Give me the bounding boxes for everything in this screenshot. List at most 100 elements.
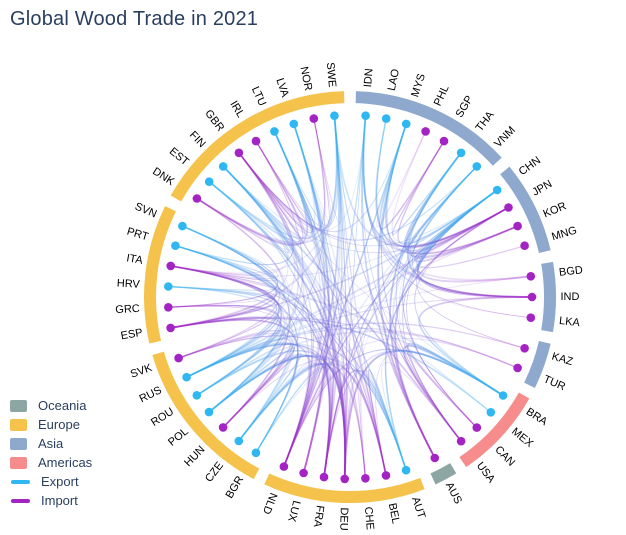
label-LUX: LUX [285,499,302,523]
label-BRA: BRA [524,406,550,429]
node-FIN[interactable] [218,162,228,171]
node-HRV[interactable] [164,282,173,291]
node-KAZ[interactable] [520,344,529,353]
node-MEX[interactable] [486,408,496,417]
legend-label: Europe [38,417,80,432]
node-GBR[interactable] [234,148,244,158]
label-ROU: ROU [149,406,176,429]
edge-EST-IRL [208,140,304,243]
legend-item-americas[interactable]: Americas [10,453,92,472]
edge-IDN-LKA [363,115,531,319]
edge-BRA-NLD [283,348,504,467]
node-LTU[interactable] [270,127,279,136]
node-ESP[interactable] [166,323,175,333]
node-MNG[interactable] [520,241,529,250]
node-IRL[interactable] [251,136,261,146]
legend-item-import[interactable]: Import [10,491,92,510]
node-AUT[interactable] [401,465,411,475]
label-PRT: PRT [125,226,150,244]
node-NOR[interactable] [309,114,319,123]
node-DNK[interactable] [192,194,202,203]
node-AUS[interactable] [430,453,440,463]
node-LKA[interactable] [526,313,536,323]
node-ROU[interactable] [192,391,202,400]
node-THA[interactable] [456,148,466,158]
label-KAZ: KAZ [550,351,574,369]
label-SWE: SWE [324,62,338,88]
node-BRA[interactable] [498,391,508,400]
node-PHL[interactable] [421,127,430,136]
label-DEU: DEU [337,507,350,531]
node-POL[interactable] [204,407,214,417]
edge-RUS-KOR [186,225,518,378]
export-line-swatch [11,479,30,484]
node-PRT[interactable] [171,241,180,250]
europe-color-swatch [10,418,27,431]
node-CHE[interactable] [361,474,370,483]
label-SVN: SVN [133,201,159,221]
node-KOR[interactable] [513,221,522,231]
node-DEU[interactable] [340,474,350,484]
node-RUS[interactable] [182,372,191,382]
label-GBR: GBR [202,108,226,134]
label-MYS: MYS [409,72,428,98]
label-LVA: LVA [273,77,291,100]
node-LVA[interactable] [289,119,299,129]
edge-AUT-JPN [384,206,509,471]
node-SVK[interactable] [174,353,183,363]
label-FIN: FIN [187,129,208,150]
node-USA[interactable] [456,436,466,446]
node-IND[interactable] [527,292,537,302]
node-EST[interactable] [204,177,214,186]
legend-item-asia[interactable]: Asia [10,434,92,453]
node-VNM[interactable] [472,162,482,171]
node-CAN[interactable] [472,423,482,432]
label-ESP: ESP [120,327,144,343]
node-ITA[interactable] [166,261,175,271]
node-SWE[interactable] [330,111,339,120]
node-IDN[interactable] [361,111,370,120]
label-LKA: LKA [558,315,581,329]
label-BGR: BGR [224,474,247,501]
legend-item-europe[interactable]: Europe [10,415,92,434]
label-IDN: IDN [362,68,376,88]
node-HUN[interactable] [218,423,228,432]
arc-oceania-5 [430,463,457,485]
chart-title: Global Wood Trade in 2021 [10,8,259,30]
node-CHN[interactable] [492,185,502,195]
arc-europe-7 [152,351,260,480]
edge-FIN-IRL [222,140,306,239]
node-BGD[interactable] [526,272,536,281]
node-SVN[interactable] [178,221,187,231]
label-MEX: MEX [509,426,536,451]
node-GRC[interactable] [164,303,173,312]
label-PHL: PHL [432,83,452,107]
label-CAN: CAN [492,444,517,469]
edge-PRT-GBR [175,152,294,265]
node-JPN[interactable] [504,203,513,212]
legend-item-export[interactable]: Export [10,472,92,491]
label-LTU: LTU [249,85,268,108]
legend: Oceania Europe Asia Americas Export Import [10,396,92,510]
node-BEL[interactable] [381,471,391,480]
edge-CHN-CAN [406,189,498,428]
edge-POL-IRL [208,140,304,413]
node-MYS[interactable] [401,119,411,129]
arc-europe-6 [264,473,425,503]
node-LUX[interactable] [299,468,308,478]
label-CHE: CHE [362,506,376,530]
node-NLD[interactable] [279,462,289,471]
label-NOR: NOR [298,66,315,92]
node-CZE[interactable] [234,436,244,446]
node-TUR[interactable] [513,363,522,373]
node-BGR[interactable] [251,448,261,458]
arc-asia-3 [524,340,551,388]
edge-CHN-SGP [397,140,498,245]
legend-item-oceania[interactable]: Oceania [10,396,92,415]
label-RUS: RUS [138,384,164,405]
node-SGP[interactable] [439,136,449,146]
node-LAO[interactable] [381,114,391,123]
node-FRA[interactable] [319,472,329,482]
